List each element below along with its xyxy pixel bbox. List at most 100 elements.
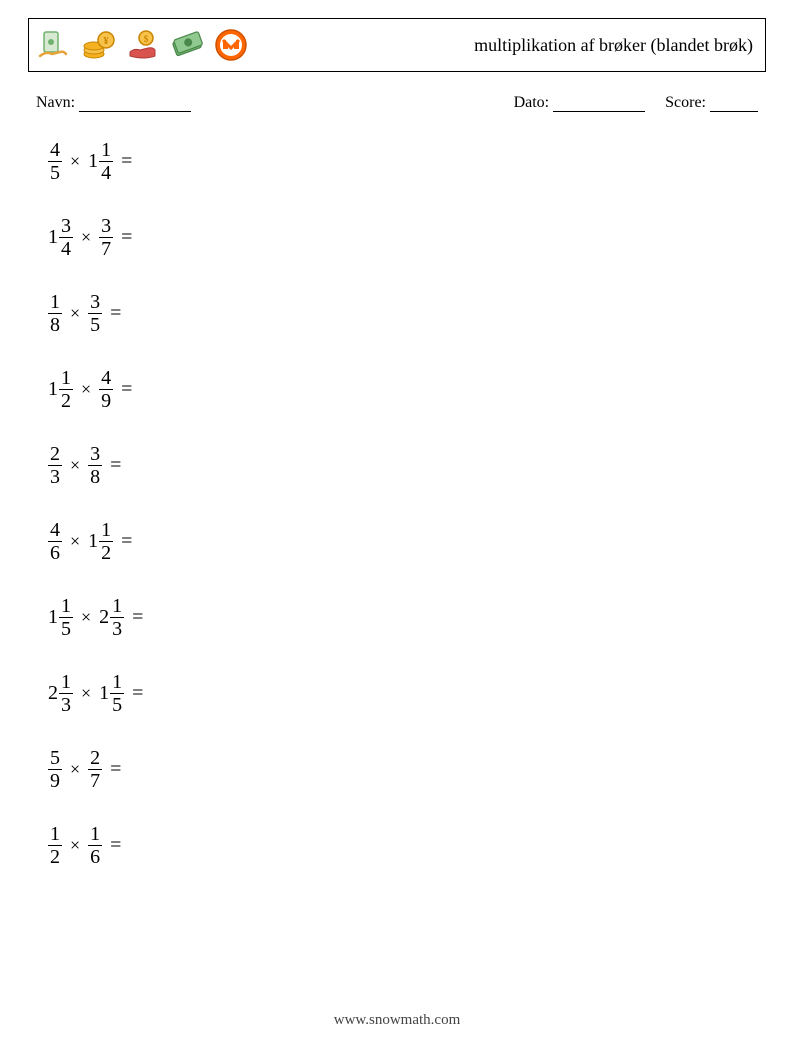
header-box: ¥ $ — [28, 18, 766, 72]
whole-number: 1 — [88, 150, 98, 173]
equals-symbol: = — [110, 302, 121, 325]
problem-row: 18×35= — [48, 290, 766, 336]
fraction: 13 — [110, 596, 124, 639]
equals-symbol: = — [132, 606, 143, 629]
problem-row: 45×114= — [48, 138, 766, 184]
fraction: 38 — [88, 444, 102, 487]
score-label: Score: — [665, 94, 706, 111]
fraction: 27 — [88, 748, 102, 791]
denominator: 7 — [99, 237, 113, 259]
times-symbol: × — [81, 227, 91, 248]
numerator: 4 — [99, 368, 113, 389]
denominator: 9 — [99, 389, 113, 411]
meta-row: Navn: Dato: Score: — [28, 94, 766, 112]
fraction: 59 — [48, 748, 62, 791]
problem-row: 46×112= — [48, 518, 766, 564]
fraction: 12 — [48, 824, 62, 867]
numerator: 1 — [99, 140, 113, 161]
whole-number: 1 — [48, 606, 58, 629]
score-blank[interactable] — [710, 96, 758, 112]
equals-symbol: = — [110, 454, 121, 477]
denominator: 3 — [48, 465, 62, 487]
problems-list: 45×114=134×37=18×35=112×49=23×38=46×112=… — [28, 138, 766, 868]
numerator: 3 — [99, 216, 113, 237]
denominator: 8 — [88, 465, 102, 487]
fraction: 49 — [99, 368, 113, 411]
header-icons: ¥ $ — [35, 25, 251, 65]
problem-row: 115×213= — [48, 594, 766, 640]
times-symbol: × — [81, 379, 91, 400]
whole-number: 1 — [48, 378, 58, 401]
fraction: 46 — [48, 520, 62, 563]
fraction: 15 — [59, 596, 73, 639]
numerator: 1 — [88, 824, 102, 845]
denominator: 5 — [48, 161, 62, 183]
fraction: 37 — [99, 216, 113, 259]
problem-row: 12×16= — [48, 822, 766, 868]
name-label: Navn: — [36, 94, 75, 111]
whole-number: 1 — [88, 530, 98, 553]
problem-row: 23×38= — [48, 442, 766, 488]
denominator: 4 — [59, 237, 73, 259]
denominator: 3 — [110, 617, 124, 639]
denominator: 4 — [99, 161, 113, 183]
date-blank[interactable] — [553, 96, 645, 112]
monero-coin-icon — [211, 25, 251, 65]
numerator: 1 — [59, 368, 73, 389]
times-symbol: × — [70, 151, 80, 172]
svg-text:$: $ — [144, 34, 149, 44]
denominator: 3 — [59, 693, 73, 715]
times-symbol: × — [70, 455, 80, 476]
numerator: 3 — [59, 216, 73, 237]
fraction: 45 — [48, 140, 62, 183]
fraction: 14 — [99, 140, 113, 183]
numerator: 1 — [99, 520, 113, 541]
equals-symbol: = — [132, 682, 143, 705]
equals-symbol: = — [110, 758, 121, 781]
numerator: 3 — [88, 444, 102, 465]
problem-row: 112×49= — [48, 366, 766, 412]
times-symbol: × — [70, 835, 80, 856]
denominator: 5 — [88, 313, 102, 335]
numerator: 4 — [48, 520, 62, 541]
score-field: Score: — [665, 94, 758, 112]
denominator: 5 — [110, 693, 124, 715]
numerator: 1 — [48, 824, 62, 845]
fraction: 34 — [59, 216, 73, 259]
denominator: 9 — [48, 769, 62, 791]
whole-number: 1 — [48, 226, 58, 249]
problem-row: 213×115= — [48, 670, 766, 716]
times-symbol: × — [70, 303, 80, 324]
times-symbol: × — [81, 607, 91, 628]
numerator: 1 — [48, 292, 62, 313]
denominator: 2 — [99, 541, 113, 563]
svg-text:¥: ¥ — [104, 36, 109, 47]
name-field: Navn: — [36, 94, 191, 112]
denominator: 7 — [88, 769, 102, 791]
money-hand-icon — [35, 25, 75, 65]
equals-symbol: = — [110, 834, 121, 857]
numerator: 1 — [59, 596, 73, 617]
denominator: 5 — [59, 617, 73, 639]
fraction: 13 — [59, 672, 73, 715]
numerator: 1 — [110, 672, 124, 693]
whole-number: 2 — [48, 682, 58, 705]
footer-link[interactable]: www.snowmath.com — [0, 1012, 794, 1029]
numerator: 1 — [110, 596, 124, 617]
date-label: Dato: — [514, 94, 550, 111]
numerator: 2 — [88, 748, 102, 769]
numerator: 3 — [88, 292, 102, 313]
denominator: 6 — [48, 541, 62, 563]
numerator: 1 — [59, 672, 73, 693]
times-symbol: × — [81, 683, 91, 704]
name-blank[interactable] — [79, 96, 191, 112]
cash-bundle-icon — [167, 25, 207, 65]
equals-symbol: = — [121, 226, 132, 249]
fraction: 12 — [99, 520, 113, 563]
numerator: 2 — [48, 444, 62, 465]
fraction: 35 — [88, 292, 102, 335]
fraction: 16 — [88, 824, 102, 867]
whole-number: 1 — [99, 682, 109, 705]
denominator: 6 — [88, 845, 102, 867]
equals-symbol: = — [121, 150, 132, 173]
